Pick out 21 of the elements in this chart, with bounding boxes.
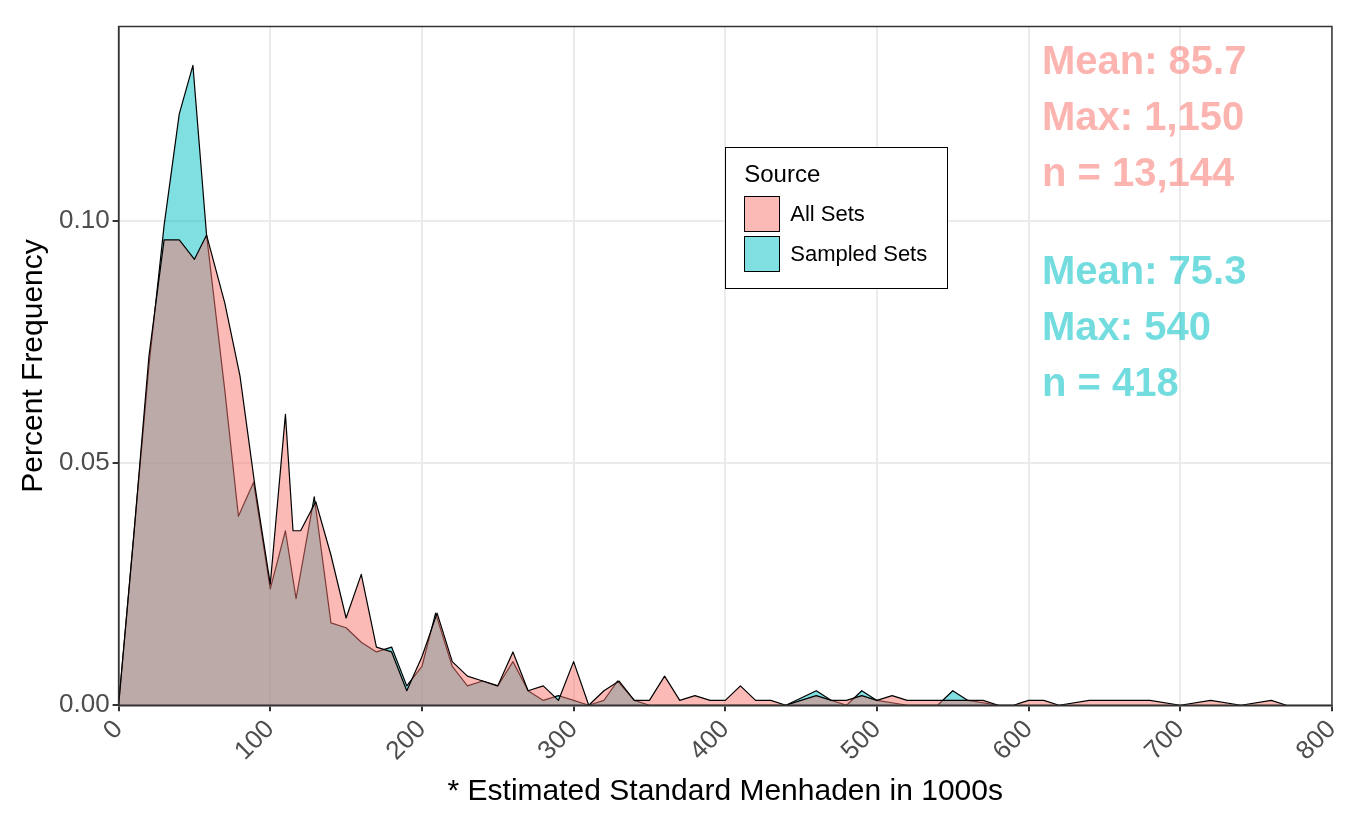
x-tick-label: 800 [1289,713,1342,766]
x-tick-label: 700 [1137,713,1190,766]
y-axis-title: Percent Frequency [15,239,49,493]
annotation: Mean: 75.3 [1041,247,1247,292]
annotation: Mean: 85.7 [1041,37,1247,82]
x-tick-label: 200 [379,713,432,766]
x-tick-label: 500 [834,713,887,766]
annotation: Max: 540 [1041,303,1211,348]
y-tick-label: 0.05 [58,446,110,477]
annotation: Max: 1,150 [1041,93,1245,138]
annotation: n = 13,144 [1041,149,1236,194]
legend-label: Sampled Sets [790,240,928,267]
legend-label: All Sets [790,200,865,227]
x-tick-label: 400 [682,713,735,766]
x-tick-label: 300 [531,713,583,766]
y-tick-label: 0.10 [58,203,110,234]
x-tick-label: 100 [227,713,280,766]
x-axis-title: * Estimated Standard Menhaden in 1000s [447,773,1003,807]
x-tick-label: 600 [986,713,1038,766]
annotation: n = 418 [1041,359,1179,404]
legend-title: Source [744,159,822,188]
